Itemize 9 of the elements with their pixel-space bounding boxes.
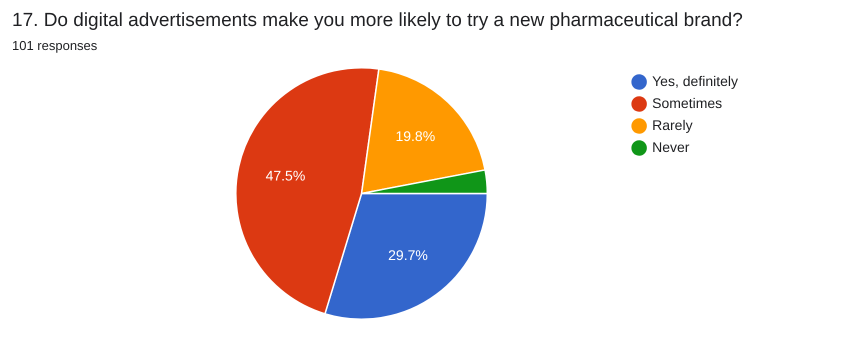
data-label: 47.5% xyxy=(266,168,306,184)
text: 101 responses xyxy=(11,38,98,53)
chart-title: 17. Do digital advertisements make you more likely to try a new pharmaceutical brand? xyxy=(11,9,744,32)
legend-label: Rarely xyxy=(652,116,693,133)
legend-label: Never xyxy=(652,138,690,155)
legend-label: Yes, definitely xyxy=(652,72,738,89)
data-label: 19.8% xyxy=(395,128,436,144)
legend-label: Sometimes xyxy=(652,94,722,111)
data-label: 29.7% xyxy=(388,247,428,263)
